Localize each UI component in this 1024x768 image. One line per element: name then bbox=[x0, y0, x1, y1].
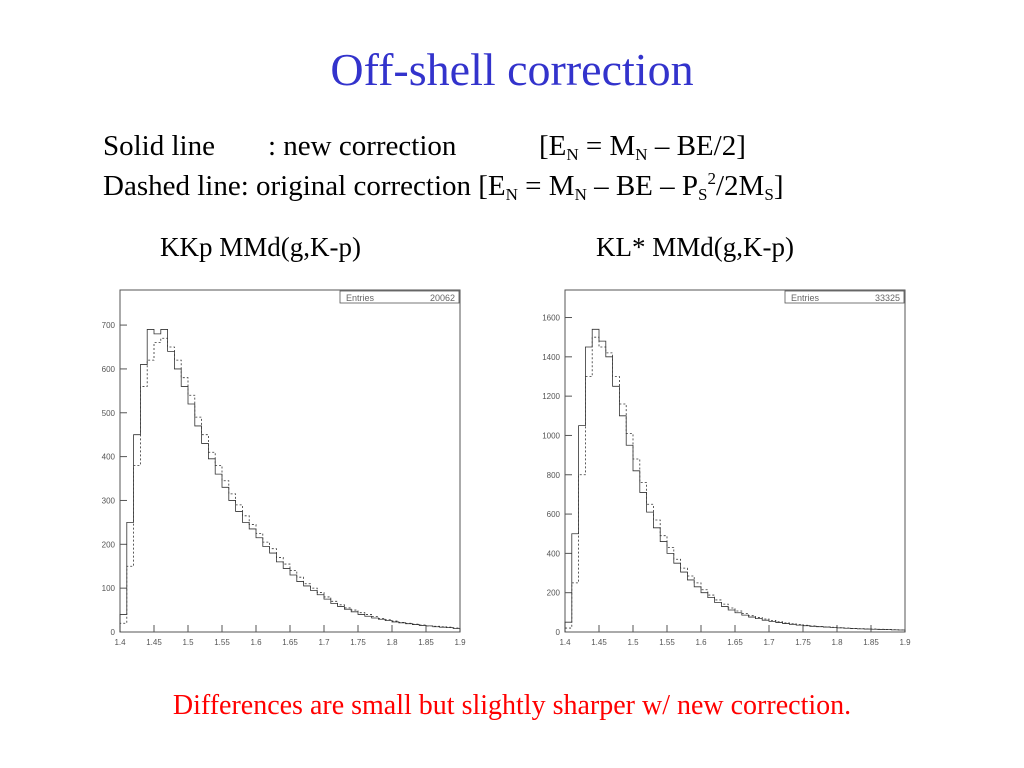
x-tick-label: 1.85 bbox=[418, 638, 434, 647]
stats-entries-value: 20062 bbox=[430, 293, 455, 303]
y-tick-label: 600 bbox=[102, 365, 116, 374]
solid-series-line bbox=[119, 329, 461, 632]
x-tick-label: 1.6 bbox=[250, 638, 262, 647]
x-tick-label: 1.5 bbox=[627, 638, 639, 647]
x-tick-label: 1.65 bbox=[282, 638, 298, 647]
x-tick-label: 1.5 bbox=[182, 638, 194, 647]
x-tick-label: 1.7 bbox=[318, 638, 330, 647]
x-tick-label: 1.7 bbox=[763, 638, 775, 647]
y-tick-label: 800 bbox=[547, 471, 561, 480]
y-tick-label: 0 bbox=[111, 628, 116, 637]
right-plot-title: KL* MMd(g,K-p) bbox=[596, 232, 794, 262]
dashed-line-description: Dashed line: original correction [EN = M… bbox=[103, 169, 784, 204]
stats-entries-label: Entries bbox=[346, 293, 375, 303]
x-tick-label: 1.75 bbox=[350, 638, 366, 647]
x-tick-label: 1.4 bbox=[114, 638, 126, 647]
y-tick-label: 500 bbox=[102, 409, 116, 418]
stats-entries-value: 33325 bbox=[875, 293, 900, 303]
y-tick-label: 1600 bbox=[542, 314, 560, 323]
stats-box bbox=[339, 290, 460, 304]
y-tick-label: 1200 bbox=[542, 392, 560, 401]
y-tick-label: 400 bbox=[547, 549, 561, 558]
x-tick-label: 1.65 bbox=[727, 638, 743, 647]
plot-frame bbox=[564, 289, 906, 633]
solid-series-line bbox=[564, 328, 906, 632]
x-tick-label: 1.9 bbox=[899, 638, 911, 647]
left-histogram: Entries 20062 0 100 200 300 400 500 600 700 1.4 1.4… bbox=[88, 282, 478, 652]
conclusion-text: Differences are small but slightly sharp… bbox=[172, 690, 852, 721]
solid-line-label: Solid line bbox=[103, 130, 215, 162]
stats-box bbox=[784, 290, 905, 304]
y-tick-label: 200 bbox=[102, 540, 116, 549]
x-tick-label: 1.4 bbox=[559, 638, 571, 647]
left-plot-title: KKp MMd(g,K-p) bbox=[160, 232, 361, 262]
right-histogram: Entries 33325 0 200 400 600 800 1000 1200 1400 160… bbox=[533, 282, 923, 652]
y-tick-label: 300 bbox=[102, 496, 116, 505]
solid-line-formula: [EN = MN – BE/2] bbox=[539, 130, 746, 164]
dashed-series-line bbox=[564, 336, 906, 632]
y-tick-label: 1400 bbox=[542, 353, 560, 362]
x-tick-label: 1.75 bbox=[795, 638, 811, 647]
x-tick-label: 1.8 bbox=[386, 638, 398, 647]
x-tick-label: 1.8 bbox=[831, 638, 843, 647]
dashed-series-line bbox=[119, 337, 461, 632]
y-tick-label: 700 bbox=[102, 321, 116, 330]
y-tick-label: 0 bbox=[556, 628, 561, 637]
y-tick-label: 200 bbox=[547, 589, 561, 598]
y-tick-label: 600 bbox=[547, 510, 561, 519]
x-tick-label: 1.55 bbox=[214, 638, 230, 647]
x-tick-label: 1.45 bbox=[591, 638, 607, 647]
x-tick-label: 1.9 bbox=[454, 638, 466, 647]
y-tick-label: 100 bbox=[102, 584, 116, 593]
x-tick-label: 1.85 bbox=[863, 638, 879, 647]
x-tick-label: 1.45 bbox=[146, 638, 162, 647]
slide-title: Off-shell correction bbox=[330, 44, 694, 95]
x-tick-label: 1.55 bbox=[659, 638, 675, 647]
y-tick-label: 400 bbox=[102, 453, 116, 462]
y-tick-label: 1000 bbox=[542, 431, 560, 440]
left-histogram-svg: Entries 20062 0 100 200 300 400 500 600 700 1.4 1.4… bbox=[102, 289, 466, 647]
solid-line-description: : new correction bbox=[268, 130, 457, 162]
plot-frame bbox=[119, 289, 461, 633]
right-histogram-svg: Entries 33325 0 200 400 600 800 1000 1200 1400 160… bbox=[542, 289, 911, 647]
stats-entries-label: Entries bbox=[791, 293, 820, 303]
x-tick-label: 1.6 bbox=[695, 638, 707, 647]
